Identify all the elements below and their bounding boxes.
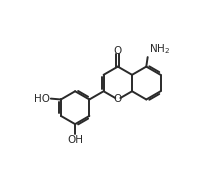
Text: O: O: [114, 94, 122, 104]
Text: O: O: [114, 46, 122, 56]
Text: OH: OH: [67, 135, 83, 145]
Text: HO: HO: [34, 94, 50, 104]
Text: NH$_2$: NH$_2$: [149, 42, 170, 56]
